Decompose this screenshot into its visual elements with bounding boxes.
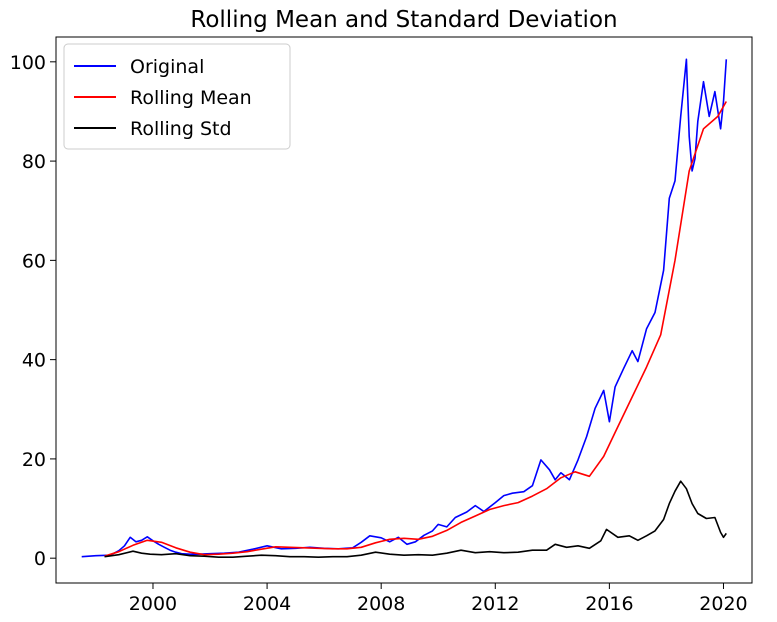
x-tick-label: 2000 xyxy=(129,593,177,615)
x-axis: 2000 2004 2008 2012 2016 2020 xyxy=(129,583,748,615)
x-tick-label: 2008 xyxy=(357,593,405,615)
x-tick-label: 2004 xyxy=(243,593,291,615)
series-line-rolling-std xyxy=(104,480,727,559)
legend-label-rolling-std: Rolling Std xyxy=(130,118,232,140)
y-tick-label: 20 xyxy=(22,449,46,471)
legend-label-original: Original xyxy=(130,56,204,78)
legend-box xyxy=(63,43,291,150)
y-tick-label: 100 xyxy=(10,52,46,74)
y-tick-label: 40 xyxy=(22,350,46,372)
y-tick-label: 80 xyxy=(22,151,46,173)
x-tick-label: 2016 xyxy=(585,593,633,615)
legend-label-rolling-mean: Rolling Mean xyxy=(130,87,252,109)
x-tick-label: 2020 xyxy=(699,593,747,615)
series-line-original xyxy=(81,58,728,558)
plot-area xyxy=(55,36,753,584)
y-axis: 0 20 40 60 80 100 xyxy=(10,52,56,570)
plot-frame xyxy=(55,36,753,584)
chart-title: Rolling Mean and Standard Deviation xyxy=(190,7,617,33)
x-tick-label: 2012 xyxy=(471,593,519,615)
y-tick-label: 60 xyxy=(22,250,46,272)
legend: Original Rolling Mean Rolling Std xyxy=(63,43,291,150)
series-line-rolling-mean xyxy=(104,101,727,557)
y-tick-label: 0 xyxy=(34,548,46,570)
